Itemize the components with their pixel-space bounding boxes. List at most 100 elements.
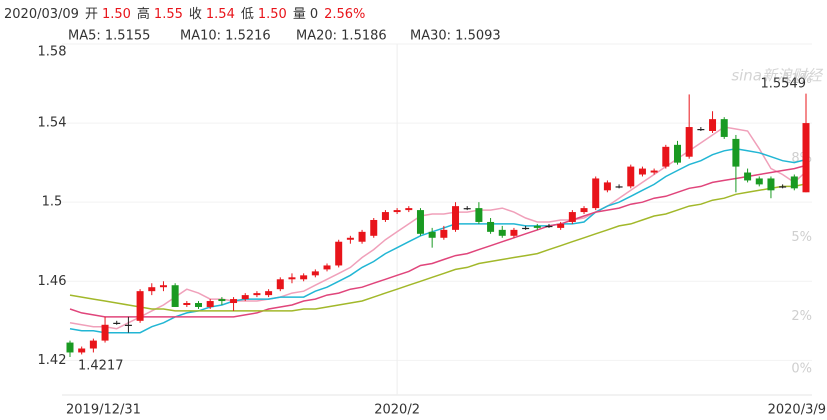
legend-item: MA5: 1.5155	[68, 29, 150, 44]
y2-tick-label: 11%	[783, 72, 812, 87]
header-label: 开	[85, 7, 98, 22]
candle-body	[627, 166, 635, 187]
candle-body	[498, 229, 506, 236]
header-label: 低	[241, 7, 254, 22]
candle-body	[755, 178, 763, 185]
candle-body	[790, 176, 798, 189]
header-change: 2.56%	[324, 7, 365, 22]
candle-body	[557, 223, 565, 228]
candle-body	[276, 279, 284, 290]
candle-body	[66, 342, 74, 353]
candle-body	[533, 225, 541, 228]
y2-tick-label: 2%	[791, 309, 812, 324]
candle-body	[253, 293, 261, 296]
candle-body	[452, 206, 460, 230]
candle-body	[136, 291, 144, 321]
candle-body	[113, 322, 121, 324]
candle-body	[767, 178, 775, 191]
ma-line	[69, 164, 807, 318]
x-tick-label: 2020/2	[374, 403, 420, 418]
candle-body	[650, 170, 658, 173]
candle-body	[580, 208, 588, 213]
candle-body	[288, 277, 296, 280]
candle-body	[744, 172, 752, 181]
candle-body	[697, 129, 705, 131]
candle-body	[265, 291, 273, 296]
candle-body	[148, 287, 156, 292]
header-value: 1.50	[102, 7, 131, 22]
candle-body	[195, 303, 203, 307]
x-tick-label: 2019/12/31	[66, 403, 141, 418]
candle-body	[545, 225, 553, 228]
header-label: 高	[137, 6, 150, 22]
candle-body	[241, 295, 249, 300]
y-tick-label: 1.46	[38, 274, 67, 289]
header-value: 1.55	[154, 7, 183, 22]
header-value: 0	[310, 7, 318, 22]
candle-body	[323, 265, 331, 270]
legend-item: MA20: 1.5186	[296, 29, 387, 44]
header: 2020/03/09 开 1.50 高 1.55 收 1.54 低 1.50 量 0 2.56%	[4, 6, 365, 22]
candle-body	[779, 186, 787, 188]
candle-body	[124, 324, 132, 326]
candle-body	[370, 219, 378, 236]
y2-tick-label: 5%	[791, 230, 812, 245]
candle-body	[358, 231, 366, 242]
y-tick-label: 1.54	[38, 116, 67, 131]
candle-body	[522, 227, 530, 230]
candle-body	[440, 229, 448, 238]
header-label: 收	[189, 7, 202, 22]
min-label: 1.4217	[78, 359, 124, 374]
candle-body	[78, 348, 86, 353]
candle-body	[732, 138, 740, 167]
candle-body	[685, 127, 693, 157]
candle-body	[673, 144, 681, 163]
candle-body	[230, 299, 238, 304]
header-value: 1.50	[258, 7, 287, 22]
candle-body	[171, 285, 179, 307]
candle-body	[709, 119, 717, 131]
y2-tick-label: 0%	[791, 362, 812, 377]
candle-body	[463, 208, 471, 210]
y-tick-label: 1.42	[38, 353, 67, 368]
max-label: 1.5549	[761, 77, 807, 92]
watermark: sina新浪财经	[731, 67, 824, 85]
candle-body	[218, 299, 226, 302]
candle-body	[720, 119, 728, 137]
candle-body	[393, 210, 401, 213]
candle-body	[300, 275, 308, 280]
candle-body	[346, 237, 354, 240]
header-value: 1.54	[206, 7, 235, 22]
y-tick-label: 1.5	[42, 195, 63, 210]
candle-body	[381, 212, 389, 220]
candle-body	[335, 241, 343, 266]
candle-body	[487, 221, 495, 232]
candle-body	[662, 146, 670, 167]
candle-body	[638, 168, 646, 175]
candle-body	[311, 271, 319, 276]
candle-body	[183, 303, 191, 305]
ma-line	[69, 126, 807, 330]
candle-body	[592, 178, 600, 209]
candle-body	[416, 210, 424, 234]
ma-line	[69, 183, 807, 312]
candle-body	[510, 229, 518, 236]
candle-body	[206, 301, 214, 307]
candle-body	[603, 182, 611, 191]
candle-body	[159, 285, 167, 288]
x-tick-label: 2020/3/9	[768, 403, 826, 418]
ma-line	[69, 148, 807, 334]
header-label: 量	[293, 7, 306, 22]
candle-body	[89, 340, 97, 349]
candle-body	[802, 123, 810, 193]
candle-body	[475, 208, 483, 222]
candle-body	[101, 324, 109, 341]
y-tick-label: 1.58	[38, 45, 67, 60]
legend-item: MA10: 1.5216	[180, 29, 271, 44]
legend-item: MA30: 1.5093	[410, 29, 501, 44]
candle-body	[568, 212, 576, 222]
candle-body	[428, 231, 436, 238]
candle-body	[615, 186, 623, 188]
header-date: 2020/03/09	[4, 7, 79, 22]
